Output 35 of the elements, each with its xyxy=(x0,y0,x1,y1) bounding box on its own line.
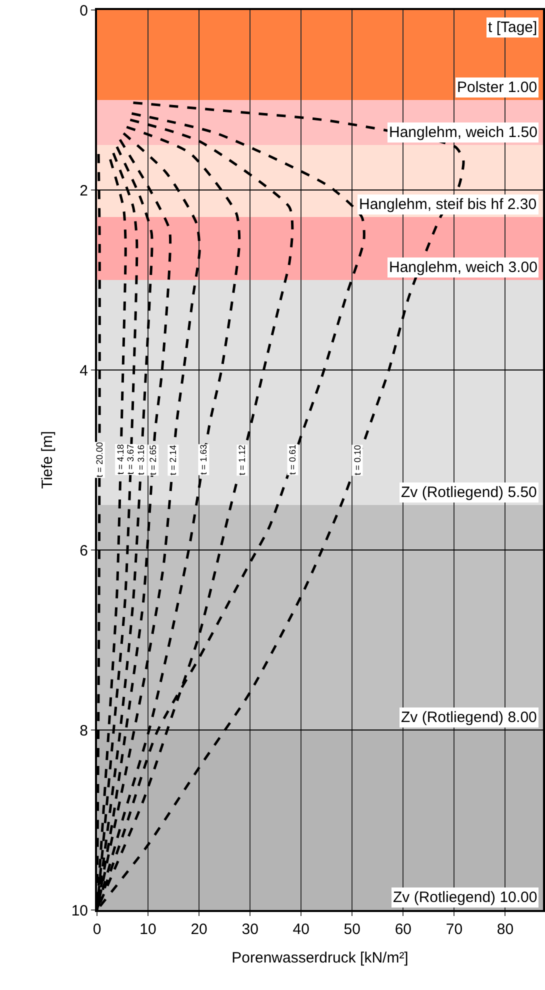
text: t = 2.14 xyxy=(168,444,178,476)
annotation: t [Tage] xyxy=(488,19,538,36)
y-tick-label: 8 xyxy=(80,722,88,740)
text: t = 1.63 xyxy=(198,444,209,475)
band-label: Hanglehm, weich 1.50 xyxy=(389,124,538,141)
y-tick-label: 2 xyxy=(80,182,88,200)
y-tick-label: 10 xyxy=(71,902,88,920)
text: t = 3.16 xyxy=(136,444,146,476)
text: t = 4.18 xyxy=(116,444,126,475)
text: t = 3.67 xyxy=(126,444,136,475)
text: t = 0.10 xyxy=(352,445,362,476)
x-tick-label: 30 xyxy=(242,921,258,938)
y-tick-label: 0 xyxy=(80,2,88,20)
band-label: Zv (Rotliegend) 10.00 xyxy=(393,889,538,906)
x-tick-label: 70 xyxy=(446,921,463,938)
band-label: Zv (Rotliegend) 5.50 xyxy=(401,484,537,501)
x-tick-label: 0 xyxy=(92,921,102,938)
x-tick-label: 60 xyxy=(394,921,412,938)
text: t = 20.00 xyxy=(94,442,104,478)
band-label: Hanglehm, weich 3.00 xyxy=(389,259,538,276)
x-tick-label: 50 xyxy=(344,921,360,938)
y-tick-label: 4 xyxy=(80,362,88,380)
band-label: Polster 1.00 xyxy=(457,79,538,96)
text: t = 2.65 xyxy=(148,444,158,476)
x-tick-label: 40 xyxy=(292,921,310,938)
x-tick-label: 20 xyxy=(190,921,208,938)
x-axis-title: Porenwasserdruck [kN/m²] xyxy=(232,950,408,966)
band-label: Hanglehm, steif bis hf 2.30 xyxy=(359,196,537,213)
x-tick-label: 80 xyxy=(496,921,514,938)
y-axis-title: Tiefe [m] xyxy=(39,431,56,489)
text: t = 0.61 xyxy=(288,444,298,475)
text: t = 1.12 xyxy=(237,444,248,476)
x-tick-label: 10 xyxy=(140,921,156,938)
y-tick-label: 6 xyxy=(80,542,88,560)
band-label: Zv (Rotliegend) 8.00 xyxy=(401,709,537,726)
